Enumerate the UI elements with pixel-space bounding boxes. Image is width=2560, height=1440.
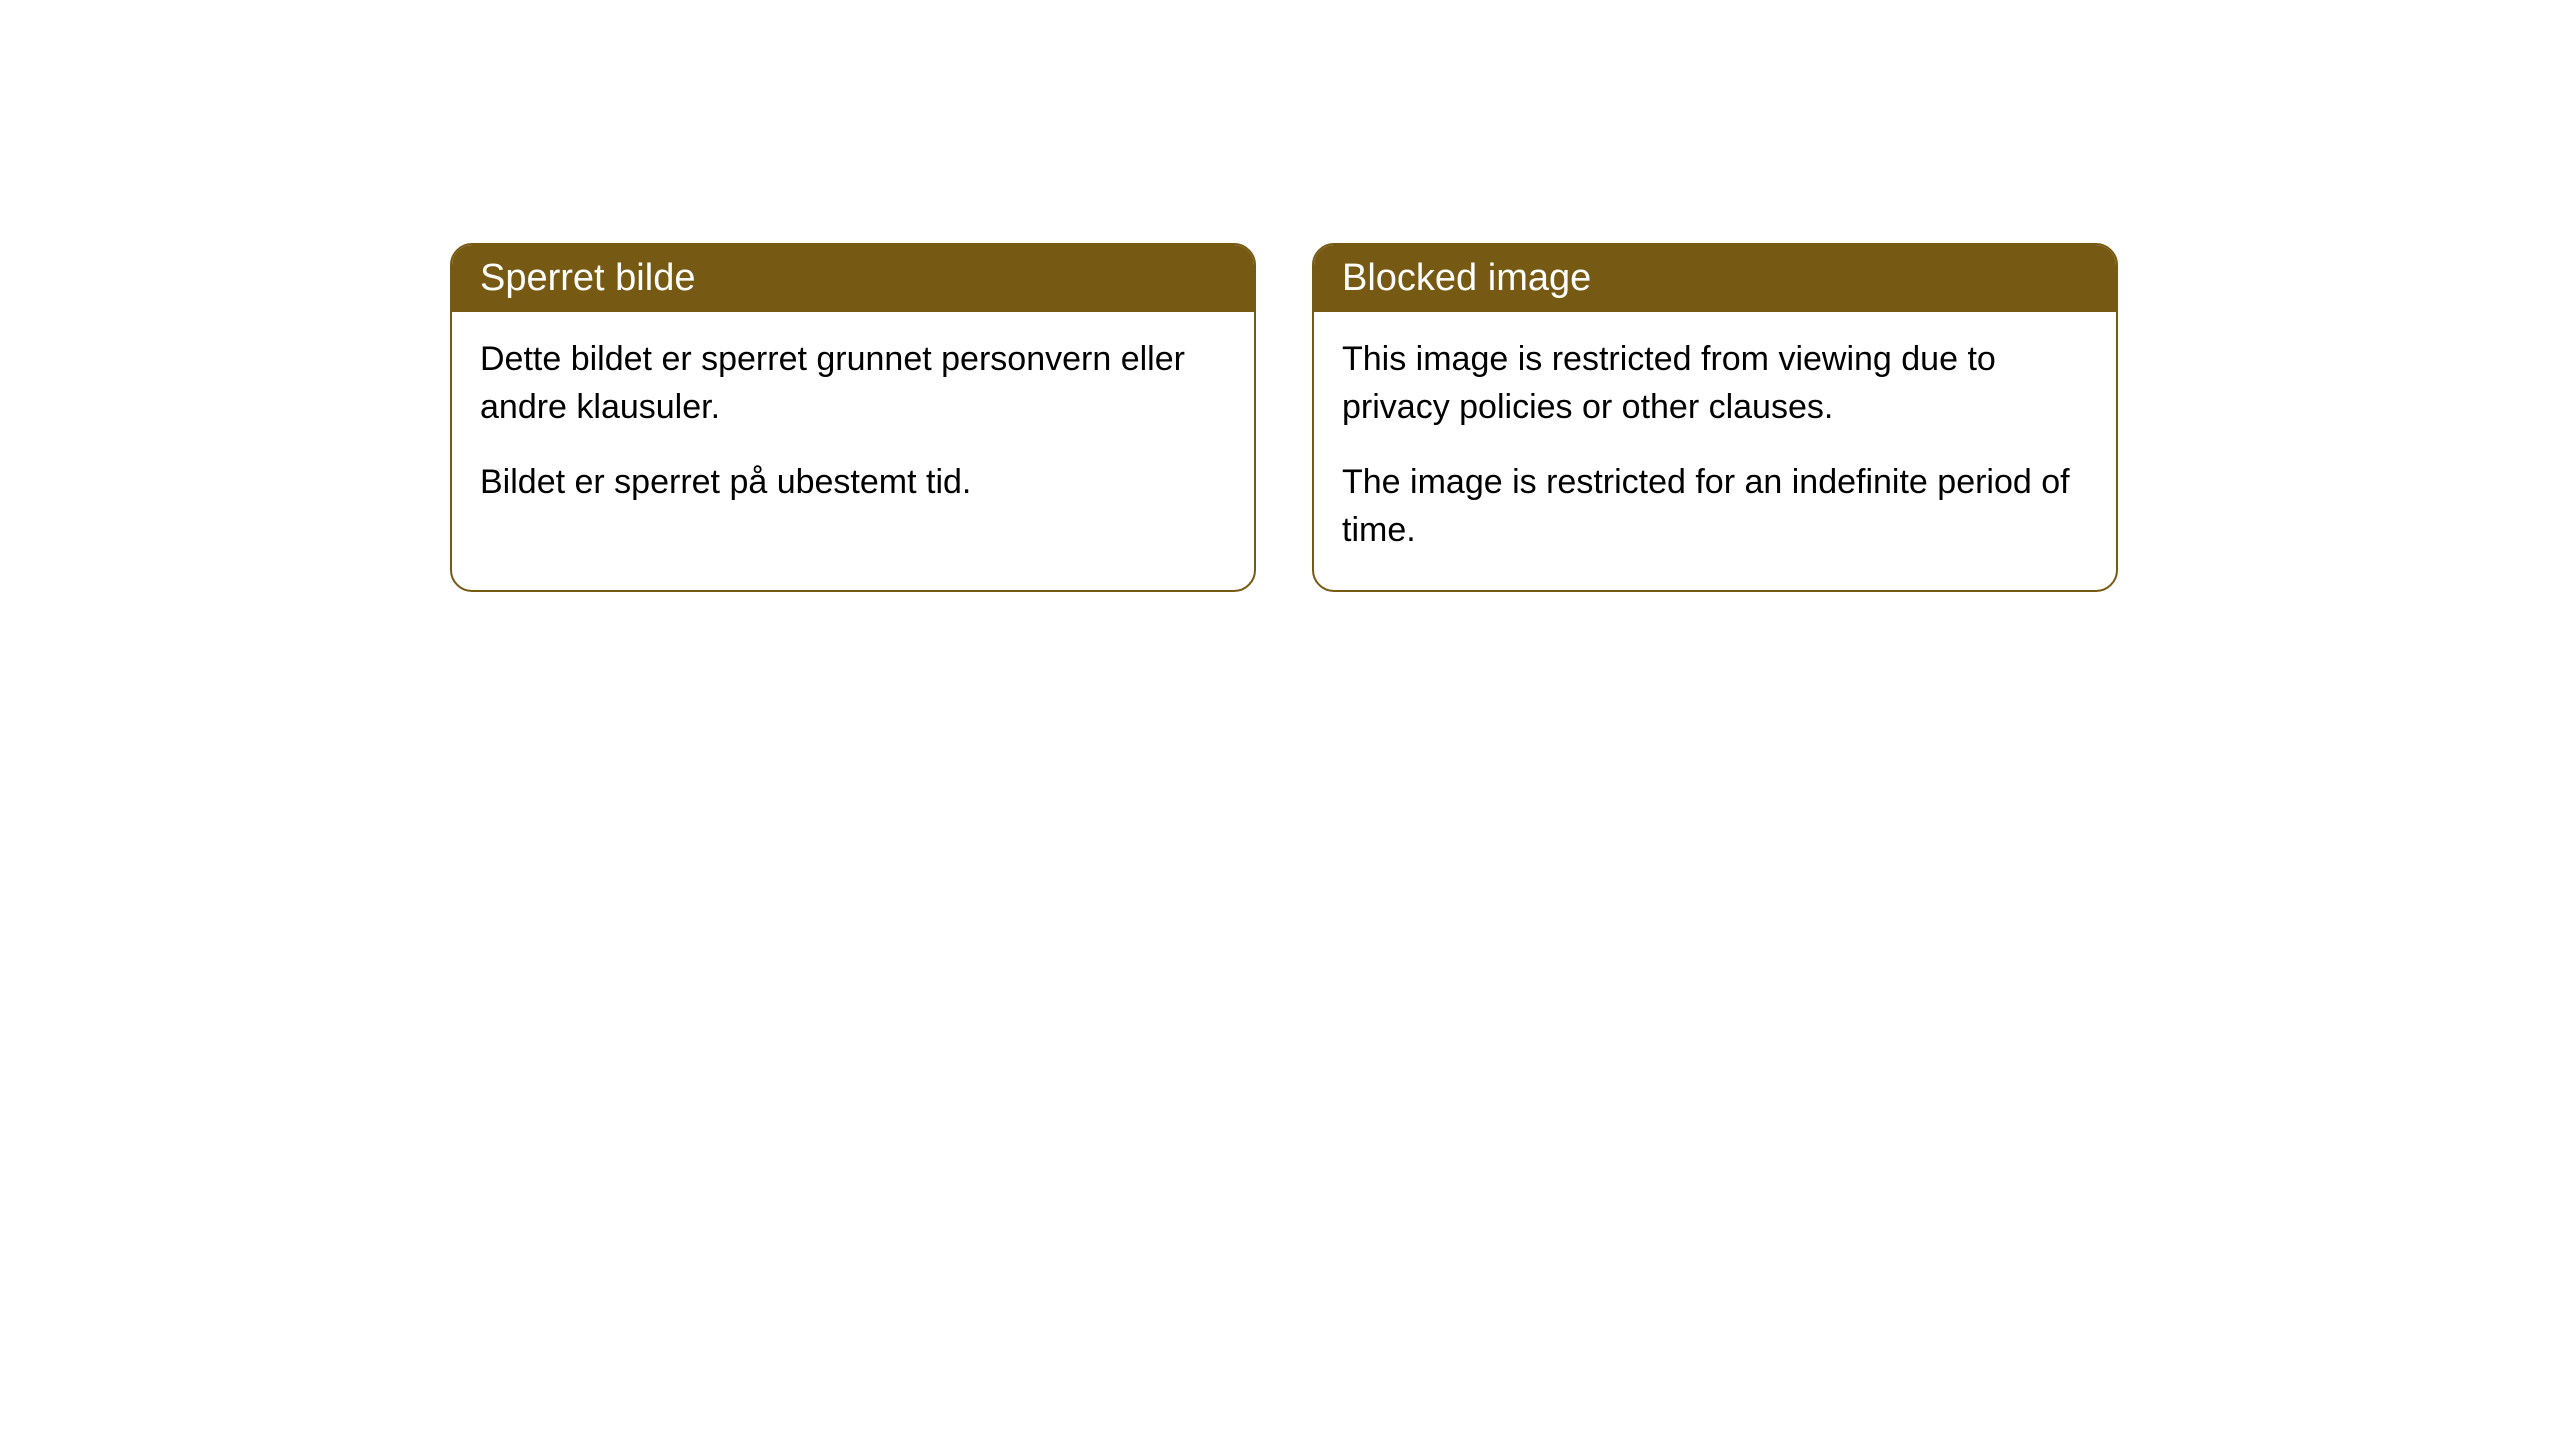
card-paragraph: This image is restricted from viewing du… — [1342, 336, 2088, 431]
card-paragraph: The image is restricted for an indefinit… — [1342, 459, 2088, 554]
card-header: Sperret bilde — [452, 245, 1254, 312]
card-body: Dette bildet er sperret grunnet personve… — [452, 312, 1254, 543]
card-paragraph: Dette bildet er sperret grunnet personve… — [480, 336, 1226, 431]
card-title: Blocked image — [1342, 257, 1591, 299]
blocked-image-card-norwegian: Sperret bilde Dette bildet er sperret gr… — [450, 243, 1256, 592]
blocked-image-card-english: Blocked image This image is restricted f… — [1312, 243, 2118, 592]
card-paragraph: Bildet er sperret på ubestemt tid. — [480, 459, 1226, 507]
card-body: This image is restricted from viewing du… — [1314, 312, 2116, 590]
card-header: Blocked image — [1314, 245, 2116, 312]
card-title: Sperret bilde — [480, 257, 695, 299]
blocked-image-notices: Sperret bilde Dette bildet er sperret gr… — [450, 243, 2118, 592]
